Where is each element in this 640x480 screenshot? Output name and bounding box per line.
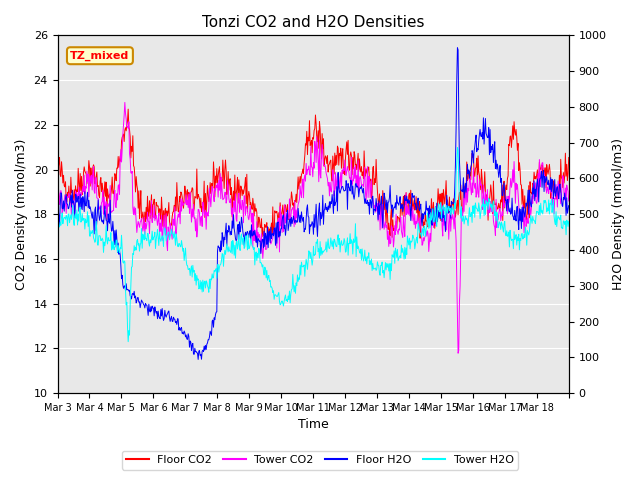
Floor CO2 (54, 158, 61, 164)
Tower CO2 (454, 350, 462, 356)
Floor H2O (366, 197, 374, 203)
Floor CO2 (124, 106, 132, 112)
Tower CO2 (395, 226, 403, 232)
Tower CO2 (208, 184, 216, 190)
Tower H2O (114, 250, 122, 255)
Floor CO2 (565, 155, 573, 160)
Tower H2O (454, 145, 461, 151)
Floor CO2 (234, 174, 241, 180)
Tower H2O (124, 339, 132, 345)
Floor H2O (234, 223, 241, 229)
Floor H2O (454, 45, 461, 50)
Tower H2O (234, 246, 241, 252)
Tower H2O (208, 271, 216, 277)
Floor H2O (253, 233, 260, 239)
Floor H2O (54, 201, 61, 206)
Floor H2O (195, 357, 202, 362)
Floor H2O (565, 203, 573, 208)
Floor CO2 (208, 180, 216, 186)
Tower H2O (54, 224, 61, 230)
Floor CO2 (416, 235, 424, 241)
Tower CO2 (366, 195, 374, 201)
Tower H2O (366, 258, 374, 264)
Line: Tower H2O: Tower H2O (58, 148, 569, 342)
Floor CO2 (253, 209, 260, 215)
Tower CO2 (121, 99, 129, 105)
Floor H2O (395, 202, 403, 208)
Floor H2O (208, 318, 216, 324)
Floor CO2 (395, 215, 403, 221)
Floor CO2 (114, 165, 122, 171)
Tower H2O (253, 258, 260, 264)
Tower H2O (565, 218, 573, 224)
Line: Floor CO2: Floor CO2 (58, 109, 569, 238)
Tower CO2 (54, 204, 61, 210)
Floor CO2 (366, 178, 374, 183)
Tower CO2 (565, 198, 573, 204)
Y-axis label: H2O Density (mmol/m3): H2O Density (mmol/m3) (612, 138, 625, 290)
Tower CO2 (114, 197, 122, 203)
Tower CO2 (234, 204, 241, 209)
Title: Tonzi CO2 and H2O Densities: Tonzi CO2 and H2O Densities (202, 15, 424, 30)
X-axis label: Time: Time (298, 419, 328, 432)
Y-axis label: CO2 Density (mmol/m3): CO2 Density (mmol/m3) (15, 139, 28, 290)
Line: Tower CO2: Tower CO2 (58, 102, 569, 353)
Tower H2O (395, 256, 403, 262)
Line: Floor H2O: Floor H2O (58, 48, 569, 360)
Tower CO2 (253, 219, 260, 225)
Floor H2O (114, 250, 122, 255)
Text: TZ_mixed: TZ_mixed (70, 50, 129, 61)
Legend: Floor CO2, Tower CO2, Floor H2O, Tower H2O: Floor CO2, Tower CO2, Floor H2O, Tower H… (122, 451, 518, 469)
